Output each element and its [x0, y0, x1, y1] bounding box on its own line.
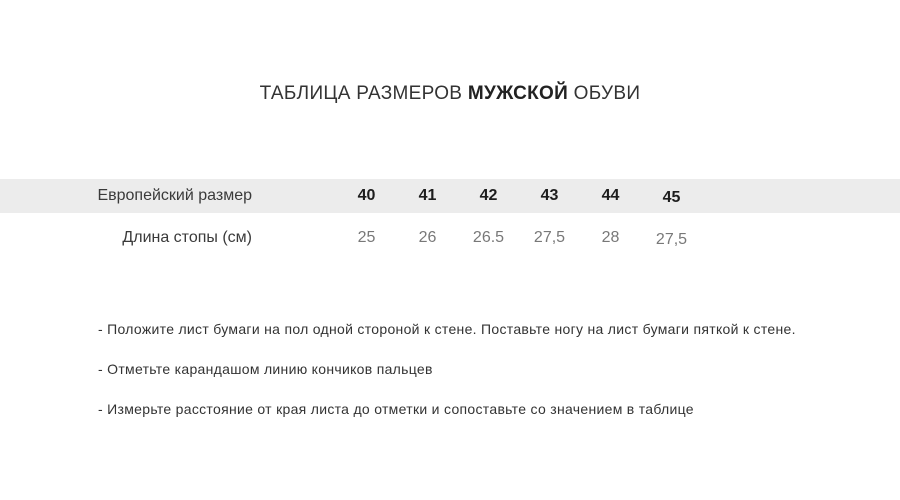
- measurement-instructions: - Положите лист бумаги на пол одной стор…: [98, 322, 860, 442]
- size-table: Европейский размер 40 41 42 43 44 45 Дли…: [0, 179, 900, 255]
- instruction-line: - Положите лист бумаги на пол одной стор…: [98, 321, 796, 337]
- page-title: ТАБЛИЦА РАЗМЕРОВ МУЖСКОЙ ОБУВИ: [0, 82, 900, 106]
- length-cell: 26: [418, 229, 437, 246]
- size-cell: 41: [418, 187, 437, 204]
- page-title-highlight: МУЖСКОЙ: [467, 83, 569, 104]
- instruction-line: - Отметьте карандашом линию кончиков пал…: [98, 361, 433, 377]
- size-cell: 45: [662, 189, 681, 206]
- table-values-row: Длина стопы (см) 25 26 26.5 27,5 28 27,5: [0, 221, 900, 255]
- instruction-line: - Измерьте расстояние от края листа до о…: [98, 401, 694, 417]
- page-title-suffix: ОБУВИ: [568, 83, 641, 104]
- header-row-cells: 40 41 42 43 44 45: [336, 187, 702, 206]
- length-cell: 26.5: [472, 229, 505, 246]
- length-cell: 27,5: [655, 231, 688, 248]
- header-row-label: Европейский размер: [97, 187, 252, 204]
- size-cell: 43: [540, 187, 559, 204]
- table-header-row: Европейский размер 40 41 42 43 44 45: [0, 179, 900, 213]
- values-row-cells: 25 26 26.5 27,5 28 27,5: [336, 229, 702, 248]
- size-cell: 42: [479, 187, 498, 204]
- size-cell: 40: [357, 187, 376, 204]
- length-cell: 25: [357, 229, 376, 246]
- size-cell: 44: [601, 187, 620, 204]
- length-cell: 28: [601, 229, 620, 246]
- values-row-label: Длина стопы (см): [122, 229, 252, 246]
- length-cell: 27,5: [533, 229, 566, 246]
- page-title-prefix: ТАБЛИЦА РАЗМЕРОВ: [259, 83, 468, 104]
